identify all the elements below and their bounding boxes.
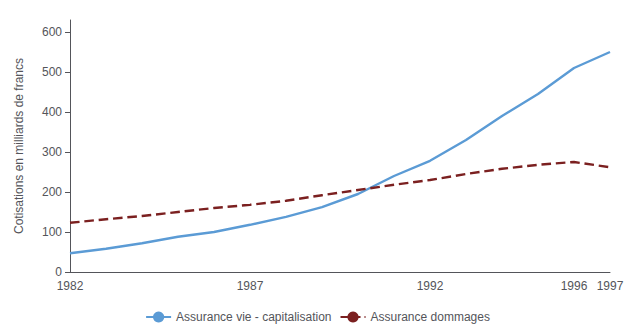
svg-text:0: 0 (55, 265, 62, 279)
svg-text:Cotisations en milliards de fr: Cotisations en milliards de francs (12, 58, 26, 234)
svg-text:300: 300 (42, 145, 62, 159)
svg-text:1996: 1996 (561, 279, 588, 293)
svg-text:1982: 1982 (57, 279, 84, 293)
svg-text:200: 200 (42, 185, 62, 199)
svg-text:Assurance vie - capitalisation: Assurance vie - capitalisation (176, 310, 331, 324)
svg-text:400: 400 (42, 105, 62, 119)
svg-text:1992: 1992 (417, 279, 444, 293)
svg-text:1997: 1997 (597, 279, 624, 293)
svg-text:500: 500 (42, 65, 62, 79)
svg-text:Assurance dommages: Assurance dommages (371, 310, 490, 324)
svg-text:100: 100 (42, 225, 62, 239)
svg-text:600: 600 (42, 25, 62, 39)
svg-text:1987: 1987 (237, 279, 264, 293)
